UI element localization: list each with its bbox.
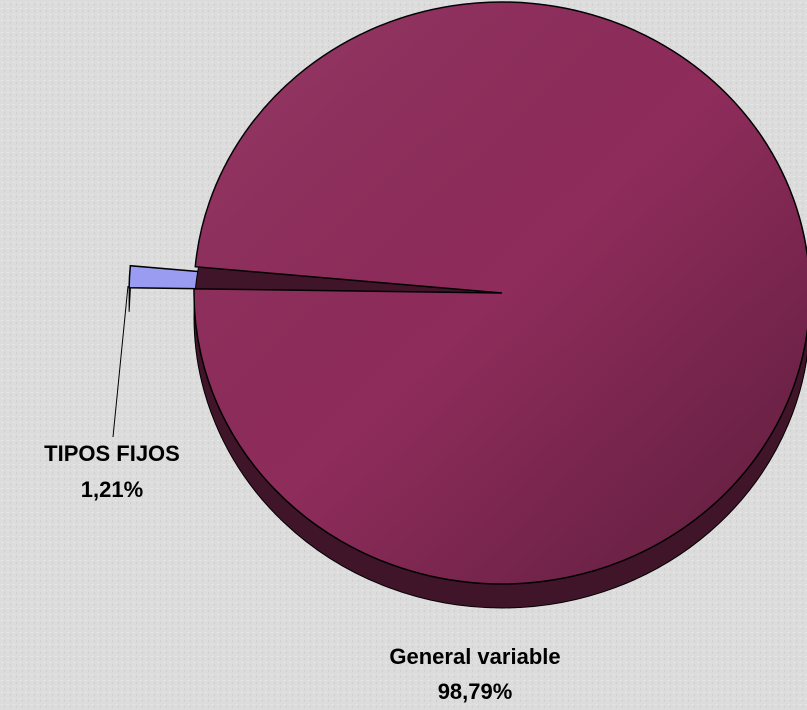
slice-value-label: 1,21% bbox=[81, 477, 143, 502]
slice-label: General variable bbox=[389, 644, 560, 669]
leader-line bbox=[112, 285, 129, 438]
pie bbox=[128, 1, 807, 609]
slice-label: TIPOS FIJOS bbox=[44, 441, 180, 466]
slice-value-label: 98,79% bbox=[438, 679, 513, 704]
slice-shading bbox=[194, 2, 807, 584]
